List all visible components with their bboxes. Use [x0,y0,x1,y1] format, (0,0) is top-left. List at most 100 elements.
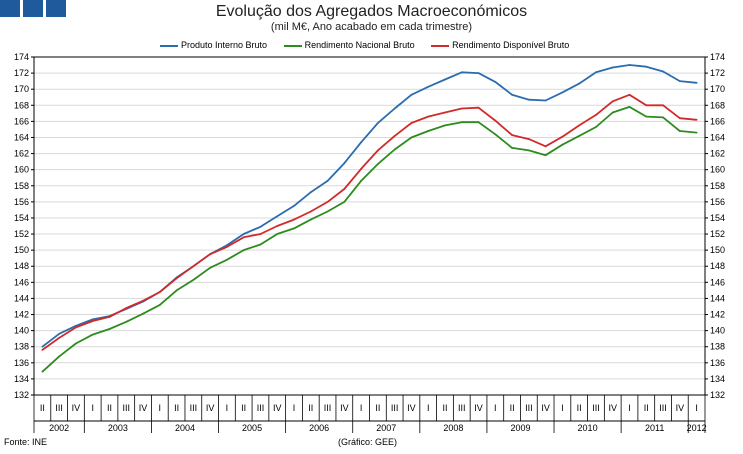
data-point [427,115,430,118]
y-tick-label: 174 [14,52,29,62]
data-point [192,279,195,281]
data-point [226,258,228,261]
logo-block [0,0,20,17]
data-point [108,328,111,330]
y-tick-label: 162 [14,149,29,159]
data-point [678,80,681,83]
x-tick-label: III [659,403,667,413]
data-point [678,117,681,120]
data-point [393,107,396,110]
x-tick-label: III [324,403,332,413]
year-label: 2003 [108,423,128,433]
data-point [578,82,581,85]
data-point [343,188,346,190]
x-tick-label: III [123,403,131,413]
y-tick-label: 146 [710,277,725,287]
x-tick-label: II [510,403,515,413]
y-tick-label: 136 [14,358,29,368]
data-point [494,119,497,122]
y-tick-label: 148 [14,261,29,271]
y-tick-label: 172 [710,68,725,78]
x-tick-label: I [494,403,497,413]
y-tick-label: 156 [14,197,29,207]
legend-item-pib: Produto Interno Bruto [160,40,267,50]
y-tick-label: 138 [14,342,29,352]
y-tick-label: 142 [710,310,725,320]
x-tick-label: IV [340,403,349,413]
data-point [226,246,228,248]
data-point [460,71,463,74]
x-tick-label: II [375,403,380,413]
x-tick-label: I [561,403,564,413]
x-tick-label: IV [608,403,617,413]
data-point [410,93,413,96]
legend-label: Rendimento Nacional Bruto [304,40,415,50]
data-point [41,345,44,348]
data-point [192,265,195,268]
data-point [410,122,413,124]
data-point [91,320,94,322]
data-point [259,233,262,235]
data-point [142,312,144,315]
y-tick-label: 134 [710,374,725,384]
data-point [309,210,312,213]
x-tick-label: II [577,403,582,413]
data-point [595,126,597,128]
data-point [75,326,77,329]
data-point [376,163,379,165]
x-tick-label: III [257,403,265,413]
x-tick-label: III [55,403,63,413]
year-label: 2007 [376,423,396,433]
data-point [628,105,631,108]
data-point [611,100,614,103]
data-point [326,180,329,182]
y-tick-label: 140 [710,326,725,336]
x-tick-label: II [308,403,313,413]
x-tick-label: I [695,403,698,413]
data-point [527,138,530,140]
x-tick-label: II [442,403,447,413]
data-point [578,134,581,137]
data-point [58,336,61,339]
year-label: 2002 [49,423,69,433]
data-point [293,227,295,230]
y-tick-label: 170 [710,84,725,94]
data-point [209,266,212,269]
data-point [259,225,262,228]
x-tick-label: I [628,403,631,413]
y-tick-label: 136 [710,358,725,368]
data-point [360,167,363,170]
y-tick-label: 164 [14,132,29,142]
data-point [175,277,178,280]
year-label: 2012 [687,423,707,433]
data-point [293,218,295,221]
y-tick-label: 156 [710,197,725,207]
y-tick-label: 154 [710,213,725,223]
y-tick-label: 168 [710,100,725,110]
y-tick-label: 152 [710,229,725,239]
y-tick-label: 164 [710,132,725,142]
x-tick-label: III [525,403,533,413]
data-point [444,111,446,114]
y-tick-label: 138 [710,342,725,352]
legend-swatch [283,44,302,47]
credit-note: (Gráfico: GEE) [338,437,398,447]
data-point [410,136,413,139]
y-tick-label: 160 [14,165,29,175]
x-tick-label: IV [273,403,282,413]
data-point [662,70,664,73]
series-line [41,93,697,351]
y-tick-label: 144 [710,293,725,303]
x-tick-label: IV [206,403,215,413]
year-label: 2009 [510,423,530,433]
data-point [293,204,295,207]
data-point [595,114,597,116]
data-point [75,324,77,327]
year-label: 2011 [645,423,664,433]
data-point [662,104,664,107]
data-point [276,233,279,235]
x-tick-label: II [107,403,112,413]
data-point [511,134,513,136]
y-tick-label: 162 [710,149,725,159]
